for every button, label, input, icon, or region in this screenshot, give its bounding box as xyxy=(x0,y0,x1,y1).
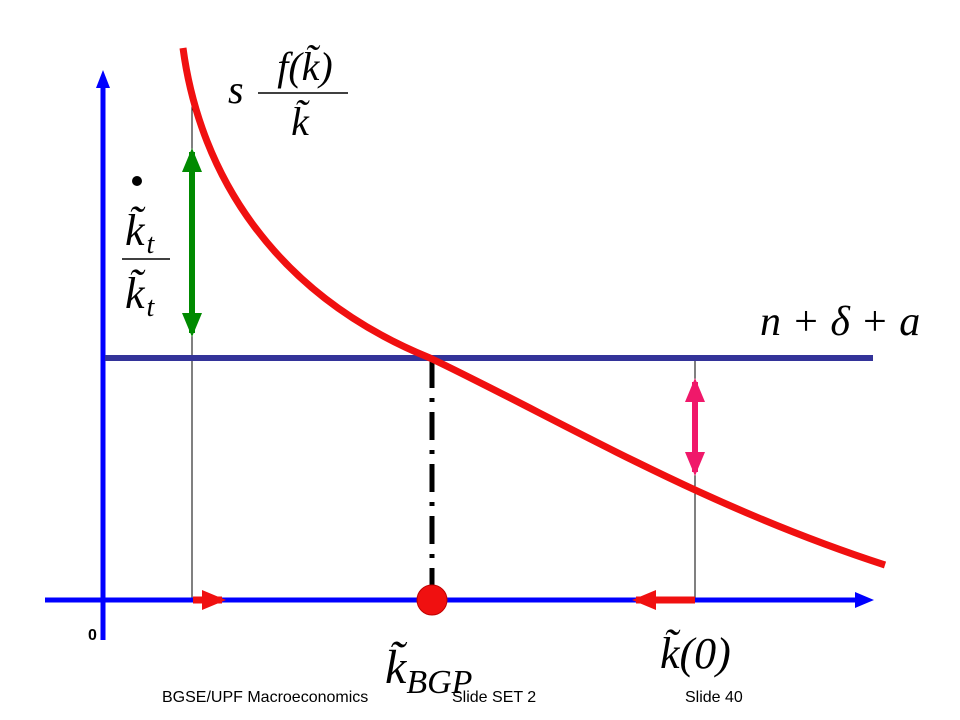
footer-course: BGSE/UPF Macroeconomics xyxy=(162,689,368,706)
footer-slide: Slide 40 xyxy=(685,689,743,706)
x-axis-arrow xyxy=(855,592,874,608)
origin-label: 0 xyxy=(88,627,97,644)
symbol: k̃ xyxy=(125,206,146,255)
symbol: k̃ xyxy=(125,269,146,318)
savings-curve xyxy=(179,47,887,569)
curve-label-numerator: f(k̃) xyxy=(277,44,333,89)
line-label: n + δ + a xyxy=(760,299,920,345)
subscript: t xyxy=(147,292,156,323)
steady-state-point xyxy=(416,584,448,616)
curve-label-denominator: k̃ xyxy=(291,99,310,144)
growth-label-denominator: k̃t xyxy=(125,269,156,323)
initial-label: k̃(0) xyxy=(660,629,731,678)
symbol: k̃ xyxy=(385,641,408,694)
footer-set: Slide SET 2 xyxy=(452,689,536,706)
time-derivative-dot xyxy=(132,176,142,186)
growth-label-numerator: k̃t xyxy=(125,206,156,260)
y-axis-arrow xyxy=(96,70,110,88)
subscript: BGP xyxy=(406,664,472,701)
curve-label-prefix: s xyxy=(228,67,244,112)
steady-state-label: k̃BGP xyxy=(385,641,472,701)
subscript: t xyxy=(147,229,156,260)
